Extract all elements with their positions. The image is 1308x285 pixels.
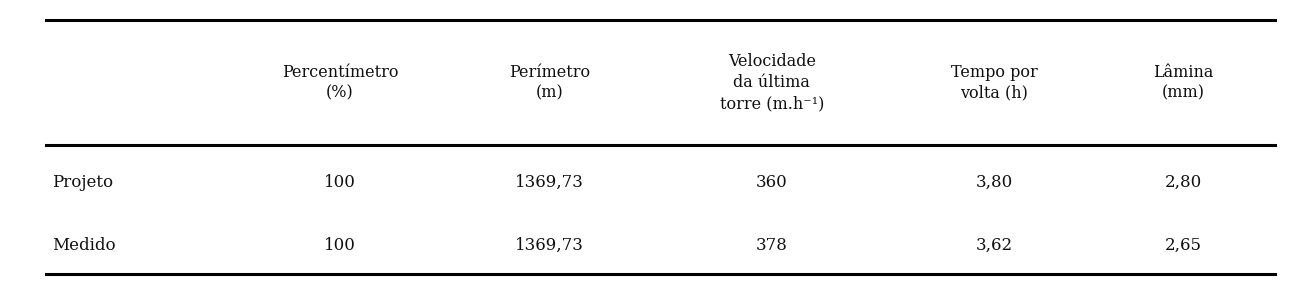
Text: 360: 360 bbox=[756, 174, 787, 191]
Text: 100: 100 bbox=[324, 174, 356, 191]
Text: 2,65: 2,65 bbox=[1165, 237, 1202, 254]
Text: Lâmina
(mm): Lâmina (mm) bbox=[1154, 64, 1214, 101]
Text: Perímetro
(m): Perímetro (m) bbox=[509, 64, 590, 101]
Text: Projeto: Projeto bbox=[52, 174, 114, 191]
Text: Medido: Medido bbox=[52, 237, 116, 254]
Text: 3,80: 3,80 bbox=[976, 174, 1012, 191]
Text: Velocidade
da última
torre (m.h⁻¹): Velocidade da última torre (m.h⁻¹) bbox=[719, 53, 824, 112]
Text: 1369,73: 1369,73 bbox=[515, 174, 583, 191]
Text: Percentímetro
(%): Percentímetro (%) bbox=[281, 64, 399, 101]
Text: 3,62: 3,62 bbox=[976, 237, 1012, 254]
Text: 378: 378 bbox=[756, 237, 787, 254]
Text: 2,80: 2,80 bbox=[1165, 174, 1202, 191]
Text: Tempo por
volta (h): Tempo por volta (h) bbox=[951, 64, 1037, 101]
Text: 1369,73: 1369,73 bbox=[515, 237, 583, 254]
Text: 100: 100 bbox=[324, 237, 356, 254]
